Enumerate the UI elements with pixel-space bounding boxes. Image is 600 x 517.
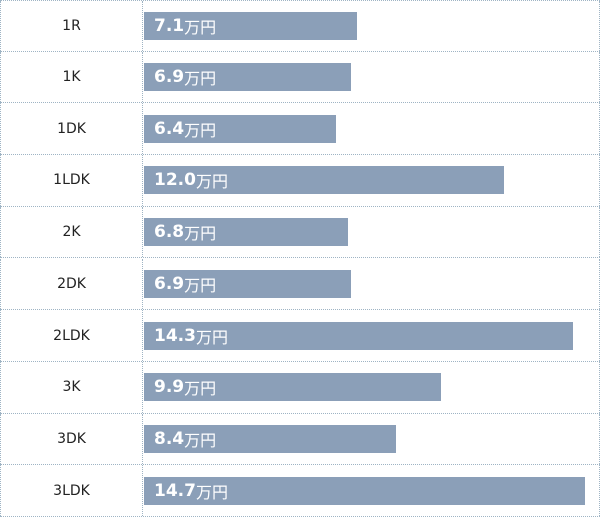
category-label: 2DK xyxy=(0,258,143,310)
data-label: 6.9 xyxy=(154,273,185,294)
data-label: 8.4 xyxy=(154,428,185,449)
category-label: 2K xyxy=(0,206,143,258)
chart-row: 1R 7.1 万円 xyxy=(0,0,600,52)
bar: 9.9 万円 xyxy=(144,373,441,402)
bar: 6.8 万円 xyxy=(144,218,348,247)
bar-cell: 14.3 万円 xyxy=(143,310,600,361)
category-label: 2LDK xyxy=(0,310,143,361)
bar-cell: 8.4 万円 xyxy=(143,413,600,465)
unit-label: 万円 xyxy=(184,69,217,89)
unit-label: 万円 xyxy=(184,379,217,399)
chart-row: 1K 6.9 万円 xyxy=(0,51,600,104)
category-label: 1R xyxy=(0,1,143,51)
bar: 6.9 万円 xyxy=(144,269,351,298)
bar: 7.1 万円 xyxy=(144,11,357,40)
bar-cell: 12.0 万円 xyxy=(143,155,600,206)
category-label: 3LDK xyxy=(0,465,143,516)
bar: 14.3 万円 xyxy=(144,321,573,350)
chart-row: 3LDK 14.7 万円 xyxy=(0,465,600,517)
data-label: 6.4 xyxy=(154,118,185,139)
data-label: 14.7 xyxy=(154,480,196,501)
bar-cell: 6.8 万円 xyxy=(143,206,600,258)
bar-cell: 6.9 万円 xyxy=(143,258,600,310)
bar-cell: 6.4 万円 xyxy=(143,103,600,155)
data-label: 6.9 xyxy=(154,67,185,88)
chart-row: 3K 9.9 万円 xyxy=(0,361,600,414)
data-label: 9.9 xyxy=(154,377,185,398)
category-label: 3K xyxy=(0,361,143,413)
bar: 14.7 万円 xyxy=(144,476,585,505)
chart-row: 2DK 6.9 万円 xyxy=(0,258,600,311)
unit-label: 万円 xyxy=(184,275,217,295)
bar: 6.9 万円 xyxy=(144,63,351,92)
bar-cell: 6.9 万円 xyxy=(143,51,600,103)
data-label: 12.0 xyxy=(154,170,196,191)
unit-label: 万円 xyxy=(195,327,228,347)
unit-label: 万円 xyxy=(195,172,228,192)
chart-row: 3DK 8.4 万円 xyxy=(0,413,600,466)
chart-row: 1LDK 12.0 万円 xyxy=(0,155,600,207)
category-label: 1K xyxy=(0,51,143,103)
category-label: 3DK xyxy=(0,413,143,465)
data-label: 7.1 xyxy=(154,15,185,36)
bar: 8.4 万円 xyxy=(144,424,396,453)
unit-label: 万円 xyxy=(184,224,217,244)
unit-label: 万円 xyxy=(184,120,217,140)
bar: 12.0 万円 xyxy=(144,166,504,195)
unit-label: 万円 xyxy=(184,430,217,450)
data-label: 14.3 xyxy=(154,325,196,346)
chart-row: 2LDK 14.3 万円 xyxy=(0,310,600,362)
unit-label: 万円 xyxy=(184,17,217,37)
data-label: 6.8 xyxy=(154,222,185,243)
bar-cell: 14.7 万円 xyxy=(143,465,600,516)
category-label: 1DK xyxy=(0,103,143,155)
bar-cell: 9.9 万円 xyxy=(143,361,600,413)
chart-row: 2K 6.8 万円 xyxy=(0,206,600,259)
chart-row: 1DK 6.4 万円 xyxy=(0,103,600,156)
category-label: 1LDK xyxy=(0,155,143,206)
bar: 6.4 万円 xyxy=(144,114,336,143)
bar-cell: 7.1 万円 xyxy=(143,1,600,51)
unit-label: 万円 xyxy=(195,482,228,502)
